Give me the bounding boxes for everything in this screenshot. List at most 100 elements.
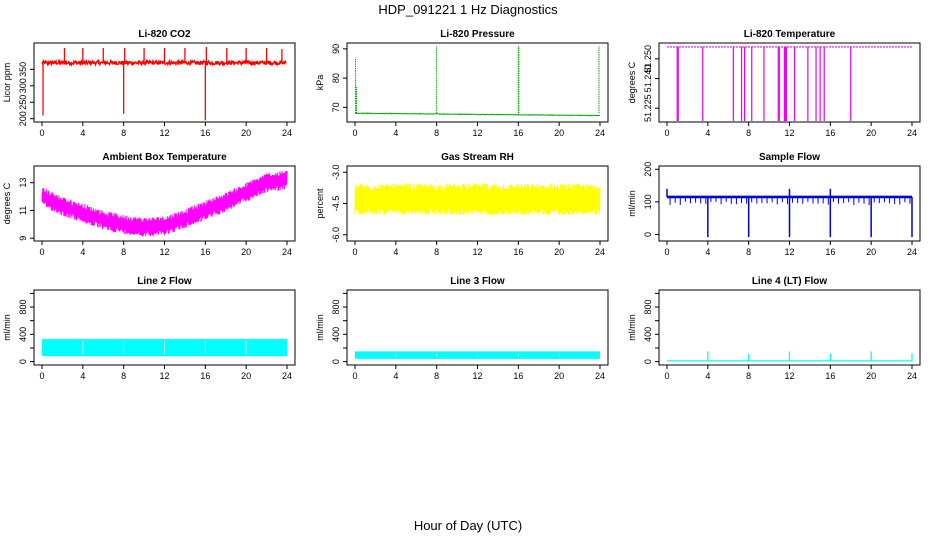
- x-tick-label: 0: [664, 247, 669, 257]
- y-tick-label: 80: [331, 73, 341, 83]
- y-tick-label: 350: [18, 62, 28, 77]
- x-tick-label: 20: [241, 128, 251, 138]
- x-tick-label: 4: [705, 247, 710, 257]
- x-tick-label: 12: [472, 128, 482, 138]
- y-tick-label: 400: [331, 327, 341, 342]
- x-tick-label: 0: [352, 371, 357, 381]
- x-tick-label: 4: [705, 128, 710, 138]
- y-tick-label: 90: [331, 44, 341, 54]
- x-tick-label: 16: [513, 247, 523, 257]
- x-tick-label: 20: [866, 128, 876, 138]
- y-tick-label: 200: [18, 111, 28, 126]
- x-tick-label: 0: [352, 247, 357, 257]
- x-tick-label: 0: [664, 128, 669, 138]
- panel-sample: Sample Flow ml/min 0 4 8 12 16 20 24 0 100 200: [627, 152, 921, 257]
- x-tick-label: 24: [595, 247, 605, 257]
- series-line: [41, 170, 288, 237]
- y-tick-label: 100: [643, 194, 653, 209]
- x-tick-label: 24: [282, 128, 292, 138]
- x-tick-label: 8: [746, 128, 751, 138]
- panel-temperature: Li-820 Temperature degrees C 0 4 8 12 16 20 24 51…: [627, 29, 921, 138]
- y-axis-label: percent: [315, 188, 325, 219]
- panel-title: Li-820 Temperature: [744, 29, 836, 40]
- panel-rh: Gas Stream RH percent 0 4 8 12 16 20 24 -6.0 -4.5 -…: [315, 152, 609, 257]
- y-tick-label: 0: [331, 359, 341, 364]
- y-tick-label: 0: [18, 359, 28, 364]
- y-tick-label: 51.240: [643, 65, 653, 93]
- x-tick-label: 24: [907, 371, 917, 381]
- y-tick-label: -4.5: [331, 196, 341, 212]
- x-tick-label: 12: [159, 247, 169, 257]
- series: [41, 170, 288, 237]
- x-axis-label: Hour of Day (UTC): [413, 518, 523, 533]
- x-tick-label: 16: [513, 128, 523, 138]
- x-tick-label: 24: [282, 371, 292, 381]
- x-tick-label: 8: [121, 247, 126, 257]
- x-tick-label: 16: [200, 247, 210, 257]
- plot-frame: [658, 42, 921, 123]
- x-tick-label: 20: [866, 371, 876, 381]
- plot-frame: [346, 42, 609, 123]
- x-tick-label: 24: [282, 247, 292, 257]
- panel-title: Ambient Box Temperature: [102, 152, 227, 163]
- x-tick-label: 12: [159, 371, 169, 381]
- x-tick-label: 12: [159, 128, 169, 138]
- x-tick-label: 4: [80, 247, 85, 257]
- x-tick-label: 16: [513, 371, 523, 381]
- x-tick-label: 16: [825, 247, 835, 257]
- panel-title: Sample Flow: [759, 152, 820, 163]
- x-tick-label: 8: [121, 128, 126, 138]
- y-tick-label: -3.0: [331, 164, 341, 180]
- series: [354, 183, 601, 216]
- y-axis-label: ml/min: [2, 314, 12, 341]
- panel-ambient: Ambient Box Temperature degrees C 0 4 8 12 16 2…: [2, 152, 296, 257]
- y-tick-label: 800: [331, 300, 341, 315]
- y-tick-label: 0: [643, 232, 653, 237]
- y-axis-label: Licor ppm: [2, 63, 12, 103]
- x-tick-label: 4: [80, 128, 85, 138]
- x-tick-label: 24: [907, 128, 917, 138]
- y-tick-label: 300: [18, 78, 28, 93]
- x-tick-label: 8: [434, 371, 439, 381]
- panel-title: Gas Stream RH: [441, 152, 514, 163]
- x-tick-label: 8: [434, 247, 439, 257]
- y-axis-label: kPa: [315, 75, 325, 91]
- y-tick-label: 400: [18, 327, 28, 342]
- x-tick-label: 0: [39, 247, 44, 257]
- y-tick-label: 51.250: [643, 45, 653, 73]
- series: [667, 46, 912, 121]
- y-tick-label: 250: [18, 95, 28, 110]
- x-tick-label: 12: [784, 371, 794, 381]
- panel-line3: Line 3 Flow ml/min 0 4 8 12 16 20 24 0 400 800: [315, 276, 609, 381]
- y-tick-label: 11: [18, 206, 28, 215]
- y-axis-label: ml/min: [627, 314, 637, 341]
- panel-title: Line 2 Flow: [137, 276, 192, 287]
- x-tick-label: 24: [595, 371, 605, 381]
- series-line: [354, 183, 601, 216]
- x-tick-label: 16: [825, 128, 835, 138]
- series: [355, 351, 600, 359]
- x-tick-label: 20: [554, 371, 564, 381]
- series: [667, 351, 913, 362]
- figure-title: HDP_091221 1 Hz Diagnostics: [378, 2, 558, 17]
- x-tick-label: 0: [39, 371, 44, 381]
- x-tick-label: 20: [241, 247, 251, 257]
- panel-line4: Line 4 (LT) Flow ml/min 0 4 8 12 16 20 24 0 400 800: [627, 276, 921, 381]
- x-tick-label: 12: [472, 247, 482, 257]
- series: [42, 339, 287, 357]
- x-tick-label: 20: [554, 128, 564, 138]
- panel-pressure: Li-820 Pressure kPa 0 4 8 12 16 20 24 70 80 90: [315, 29, 609, 138]
- y-axis-label: ml/min: [315, 314, 325, 341]
- y-tick-label: 51.225: [643, 94, 653, 122]
- x-tick-label: 20: [866, 247, 876, 257]
- x-tick-label: 24: [595, 128, 605, 138]
- x-tick-label: 16: [200, 128, 210, 138]
- y-axis-label: ml/min: [627, 190, 637, 217]
- x-tick-label: 12: [472, 371, 482, 381]
- x-tick-label: 12: [784, 128, 794, 138]
- x-tick-label: 4: [80, 371, 85, 381]
- series: [666, 188, 913, 238]
- x-tick-label: 8: [746, 247, 751, 257]
- x-tick-label: 16: [200, 371, 210, 381]
